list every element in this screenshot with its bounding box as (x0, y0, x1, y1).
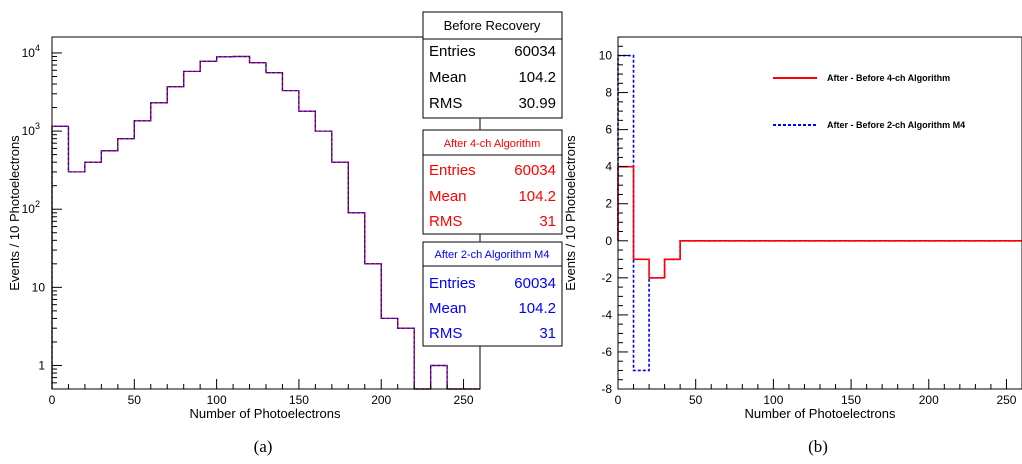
stat-box-4ch-mean-value: 104.2 (518, 188, 556, 205)
legend-2ch-label: After - Before 2-ch Algorithm M4 (827, 120, 965, 130)
legend-4ch-label: After - Before 4-ch Algorithm (827, 73, 950, 83)
stat-box-before-entries-label: Entries (429, 43, 476, 60)
x-tick-label-a: 50 (128, 393, 142, 407)
stat-box-2ch-entries-value: 60034 (514, 275, 556, 292)
stat-box-4ch-rms-value: 31 (539, 213, 556, 230)
x-tick-label-b: 150 (841, 393, 861, 407)
stat-box-before-frame (422, 11, 563, 119)
histogram-a-two_ch (51, 55, 480, 390)
stat-box-before-rms-label: RMS (429, 95, 462, 112)
panel-a-y-axis-label: Events / 10 Photoelectrons (7, 135, 22, 291)
x-tick-label-a: 0 (49, 393, 56, 407)
stat-box-4ch-mean-label: Mean (429, 188, 467, 205)
stat-box-before-mean-label: Mean (429, 69, 467, 86)
x-tick-label-a: 100 (207, 393, 227, 407)
stat-box-before-rms-value: 30.99 (518, 95, 556, 112)
stat-box-before-mean-value: 104.2 (518, 69, 556, 86)
y-tick-label-a: 103 (22, 121, 40, 138)
histogram-b-two_ch (617, 54, 1022, 372)
y-tick-label-b: 6 (605, 123, 612, 137)
panel-b-y-ticks: -8 -6 -4 -2 0 2 4 6 8 10 (599, 36, 628, 396)
stat-box-4ch-title: After 4-ch Algorithm (444, 138, 541, 150)
x-tick-label-a: 150 (289, 393, 309, 407)
stat-box-before-title: Before Recovery (444, 18, 541, 33)
y-tick-label-b: 8 (605, 86, 612, 100)
panel-b-y-axis-label: Events / 10 Photoelectrons (563, 135, 578, 291)
stat-box-2ch: After 2-ch Algorithm M4 Entries 60034 Me… (422, 241, 563, 347)
y-tick-label-b: -2 (601, 271, 612, 285)
x-tick-label-a: 250 (454, 393, 474, 407)
y-tick-label-a: 102 (22, 199, 40, 216)
x-tick-label-a: 200 (371, 393, 391, 407)
caption-a: (a) (254, 437, 273, 456)
y-tick-label-b: 0 (605, 234, 612, 248)
x-tick-label-b: 0 (615, 393, 622, 407)
panel-a-x-axis-label: Number of Photoelectrons (189, 406, 341, 421)
panel-a-histograms (51, 55, 480, 390)
y-tick-label-a: 1 (38, 358, 45, 372)
stat-box-4ch-rms-label: RMS (429, 213, 462, 230)
y-tick-label-b: 2 (605, 197, 612, 211)
y-tick-label-a: 104 (22, 43, 40, 60)
y-tick-label-b: -4 (601, 308, 612, 322)
panel-a: 0 50 100 150 200 250 1 10 102 103 104 Number of P… (7, 11, 563, 456)
y-tick-label-b: 4 (605, 160, 612, 174)
panel-a-x-ticks: 0 50 100 150 200 250 (49, 379, 481, 407)
x-tick-label-b: 250 (996, 393, 1016, 407)
panel-b: 0 50 100 150 200 250 -8 -6 -4 -2 0 2 4 6 8 10 Number o… (563, 36, 1022, 456)
y-tick-label-a: 10 (32, 280, 46, 294)
stat-box-2ch-mean-value: 104.2 (518, 300, 556, 317)
panel-b-histograms (617, 54, 1022, 372)
panel-a-y-ticks: 1 10 102 103 104 (22, 43, 62, 390)
y-tick-label-b: -6 (601, 345, 612, 359)
x-tick-label-b: 100 (763, 393, 783, 407)
stat-box-before-entries-value: 60034 (514, 43, 556, 60)
panel-a-frame (51, 36, 481, 390)
stat-box-2ch-title: After 2-ch Algorithm M4 (435, 249, 550, 261)
x-tick-label-b: 50 (689, 393, 703, 407)
stat-box-2ch-frame (422, 241, 563, 347)
stat-box-2ch-entries-label: Entries (429, 275, 476, 292)
histogram-a-four_ch (51, 55, 480, 390)
histogram-b-four_ch (617, 165, 1022, 279)
x-tick-label-b: 200 (919, 393, 939, 407)
stat-box-4ch: After 4-ch Algorithm Entries 60034 Mean … (422, 129, 563, 235)
caption-b: (b) (808, 437, 828, 456)
stat-box-4ch-entries-label: Entries (429, 162, 476, 179)
panel-b-frame (617, 36, 1022, 390)
stat-box-before: Before Recovery Entries 60034 Mean 104.2… (422, 11, 563, 119)
y-tick-label-b: 10 (599, 49, 613, 63)
stat-box-4ch-entries-value: 60034 (514, 162, 556, 179)
panel-b-x-ticks: 0 50 100 150 200 250 (615, 379, 1022, 407)
panel-b-x-axis-label: Number of Photoelectrons (744, 406, 896, 421)
histogram-a-before (51, 55, 480, 390)
stat-box-4ch-frame (422, 129, 563, 235)
stat-box-2ch-rms-label: RMS (429, 325, 462, 342)
panel-b-legend: After - Before 4-ch Algorithm After - Be… (773, 73, 965, 130)
y-tick-label-b: -8 (601, 382, 612, 396)
stat-box-2ch-mean-label: Mean (429, 300, 467, 317)
stat-box-2ch-rms-value: 31 (539, 325, 556, 342)
